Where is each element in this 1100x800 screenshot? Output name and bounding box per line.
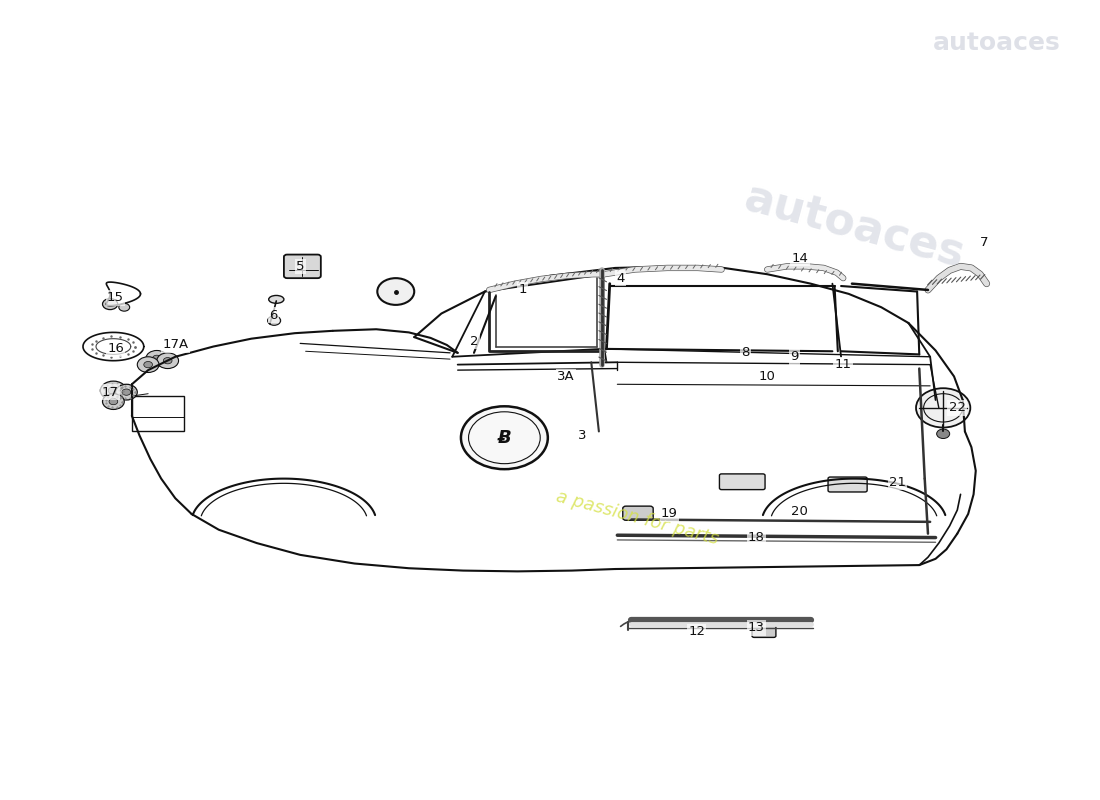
Circle shape bbox=[146, 350, 167, 366]
Text: 16: 16 bbox=[107, 342, 124, 355]
Circle shape bbox=[109, 398, 118, 405]
Circle shape bbox=[138, 357, 160, 373]
Text: 9: 9 bbox=[790, 350, 799, 363]
FancyBboxPatch shape bbox=[284, 254, 321, 278]
Circle shape bbox=[916, 388, 970, 427]
Text: 17A: 17A bbox=[162, 338, 188, 351]
Circle shape bbox=[163, 358, 172, 364]
Circle shape bbox=[157, 353, 178, 369]
Text: 7: 7 bbox=[980, 236, 989, 250]
Circle shape bbox=[267, 316, 280, 326]
Text: 17: 17 bbox=[101, 386, 119, 398]
Text: Ƀ: Ƀ bbox=[497, 429, 512, 446]
FancyBboxPatch shape bbox=[719, 474, 766, 490]
Circle shape bbox=[461, 406, 548, 469]
Circle shape bbox=[102, 394, 124, 410]
Circle shape bbox=[100, 381, 126, 400]
Text: 22: 22 bbox=[949, 402, 966, 414]
Text: 20: 20 bbox=[791, 505, 808, 518]
Text: 1: 1 bbox=[518, 283, 527, 297]
Circle shape bbox=[119, 303, 130, 311]
Text: 2: 2 bbox=[470, 334, 478, 347]
Bar bbox=[132, 396, 184, 431]
Text: 6: 6 bbox=[268, 309, 277, 322]
Text: 19: 19 bbox=[661, 507, 678, 521]
Text: autoaces: autoaces bbox=[739, 177, 969, 277]
Text: 4: 4 bbox=[616, 272, 625, 285]
Text: 8: 8 bbox=[741, 346, 750, 359]
Circle shape bbox=[377, 278, 415, 305]
Text: 18: 18 bbox=[748, 531, 764, 544]
Text: 14: 14 bbox=[791, 252, 808, 265]
Text: 13: 13 bbox=[748, 622, 764, 634]
Text: 11: 11 bbox=[835, 358, 851, 371]
Text: 5: 5 bbox=[296, 260, 305, 273]
Text: 3A: 3A bbox=[558, 370, 575, 383]
Text: autoaces: autoaces bbox=[933, 30, 1060, 54]
Text: a passion for parts: a passion for parts bbox=[553, 487, 720, 548]
Text: 10: 10 bbox=[759, 370, 775, 383]
Circle shape bbox=[102, 298, 118, 310]
FancyBboxPatch shape bbox=[752, 622, 776, 638]
Circle shape bbox=[153, 355, 162, 362]
Text: 3: 3 bbox=[579, 429, 586, 442]
Ellipse shape bbox=[268, 295, 284, 303]
FancyBboxPatch shape bbox=[828, 477, 867, 492]
Circle shape bbox=[937, 429, 949, 438]
FancyBboxPatch shape bbox=[623, 506, 653, 520]
Text: 12: 12 bbox=[689, 626, 705, 638]
Circle shape bbox=[116, 384, 138, 400]
Text: 15: 15 bbox=[107, 291, 124, 304]
Circle shape bbox=[144, 362, 153, 368]
Circle shape bbox=[122, 389, 131, 395]
Text: 21: 21 bbox=[889, 476, 906, 489]
Circle shape bbox=[108, 386, 119, 394]
